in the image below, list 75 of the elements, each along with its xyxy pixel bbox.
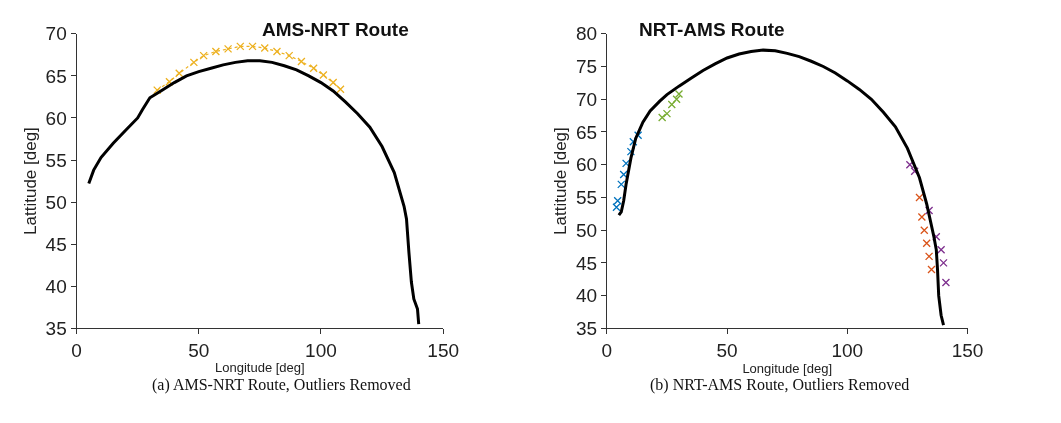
y-tick-label: 35 [45, 318, 67, 340]
point [658, 113, 667, 122]
point [633, 131, 643, 140]
point [612, 203, 621, 212]
line-series [87, 59, 421, 326]
x-tick-label: 100 [305, 340, 337, 362]
point [189, 58, 199, 67]
point [924, 252, 934, 261]
point [236, 42, 245, 51]
point [153, 86, 162, 95]
y-tick-label: 75 [575, 56, 598, 78]
y-tick-label: 55 [575, 187, 598, 209]
x-tick-label: 50 [188, 340, 210, 362]
y-tick-label: 60 [45, 107, 67, 129]
y-axis-title: Lattitude [deg] [21, 127, 41, 235]
y-axis-title: Lattitude [deg] [551, 127, 571, 235]
x-tick-label: 150 [427, 340, 460, 362]
y-tick-label: 80 [575, 23, 598, 45]
point [329, 78, 338, 87]
point [922, 239, 931, 248]
point [939, 258, 948, 268]
y-tick-label: 45 [575, 252, 598, 274]
point [936, 245, 946, 254]
x-tick-label: 150 [951, 340, 984, 362]
y-tick-label: 40 [575, 285, 598, 307]
x-axis-title: Longitude [deg] [215, 359, 305, 375]
point [662, 109, 672, 118]
point [619, 170, 628, 179]
x-tick-label: 50 [716, 340, 738, 362]
point [667, 100, 676, 109]
point [336, 85, 345, 94]
point [920, 226, 929, 235]
point [917, 212, 927, 222]
point [309, 64, 318, 73]
point [915, 193, 924, 202]
point [617, 180, 626, 189]
point [905, 160, 914, 169]
point [175, 69, 184, 78]
text: (a) AMS-NRT Route, Outliers Removed [152, 376, 411, 394]
x-tick-label: 100 [831, 340, 864, 362]
y-tick-label: 50 [575, 219, 598, 241]
y-tick-label: 35 [575, 318, 598, 340]
point [272, 47, 282, 56]
point [941, 278, 951, 287]
point [927, 265, 936, 274]
point [613, 196, 622, 205]
y-tick-label: 45 [45, 233, 67, 255]
y-tick-label: 60 [575, 154, 598, 176]
y-tick-label: 70 [45, 23, 67, 45]
y-tick-label: 40 [45, 275, 67, 297]
point [260, 43, 269, 53]
x-tick-label: 0 [601, 340, 613, 362]
point [924, 206, 934, 215]
point [285, 51, 294, 60]
point [674, 89, 684, 99]
line-series [617, 48, 946, 327]
y-tick-label: 70 [575, 88, 598, 110]
chart-title: NRT-AMS Route [639, 19, 785, 40]
chart-title: AMS-NRT Route [262, 19, 409, 40]
point [165, 77, 174, 86]
y-tick-label: 65 [575, 121, 598, 143]
point [223, 44, 233, 54]
point [211, 47, 221, 56]
point [672, 95, 681, 104]
text: (b) NRT-AMS Route, Outliers Removed [650, 376, 910, 394]
y-tick-label: 50 [45, 191, 67, 213]
y-tick-label: 55 [45, 149, 67, 171]
point [621, 159, 631, 168]
y-tick-label: 65 [45, 65, 67, 87]
point [248, 42, 257, 51]
x-tick-label: 0 [71, 340, 82, 362]
point [319, 70, 328, 80]
x-axis-title: Longitude [deg] [742, 361, 833, 377]
point [297, 57, 306, 66]
point [199, 51, 208, 60]
